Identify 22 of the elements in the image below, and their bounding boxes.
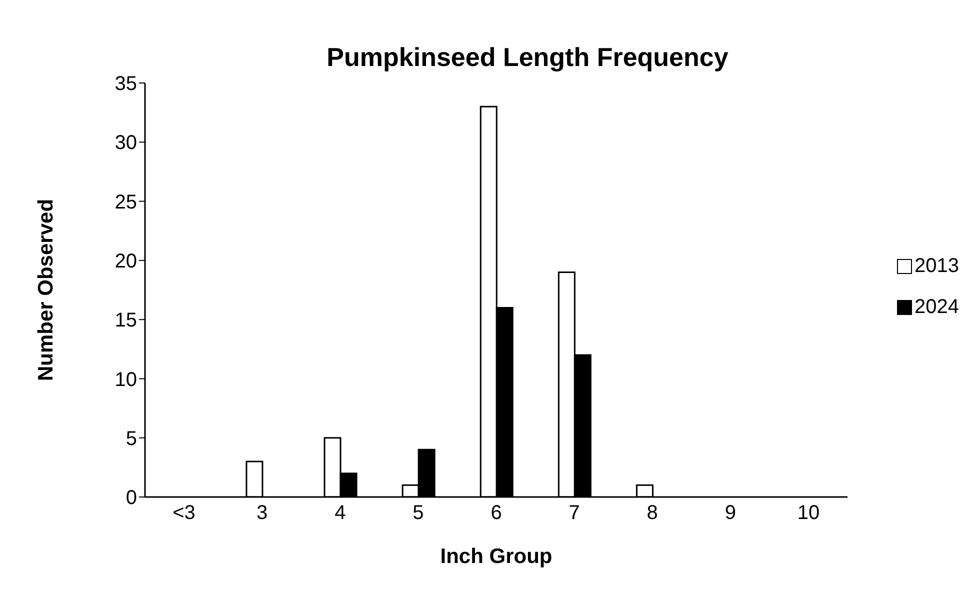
x-tick-label: 8 [646,502,658,524]
legend-label: 2013 [914,255,959,278]
x-tick-label: 4 [334,502,346,524]
x-tick-label: 9 [724,502,736,524]
x-tick-label: 7 [568,502,580,524]
y-tick-label: 0 [126,487,137,510]
y-tick-label: 35 [114,73,137,96]
x-axis-title: Inch Group [440,545,552,568]
y-axis-title: Number Observed [34,198,58,382]
y-tick-label: 25 [114,191,137,214]
y-tick-label: 10 [114,368,137,391]
x-tick-label: 6 [490,502,502,524]
legend-label: 2024 [914,296,959,319]
y-tick-label: 15 [114,310,137,332]
x-tick-label: 5 [412,502,424,524]
y-tick-label: 5 [126,428,137,450]
x-tick-label: 10 [797,502,820,524]
x-tick-label: <3 [172,502,196,524]
x-tick-label: 3 [256,502,268,524]
y-tick-label: 30 [114,132,137,154]
y-tick-label: 20 [114,250,137,273]
chart-title: Pumpkinseed Length Frequency [326,42,730,73]
